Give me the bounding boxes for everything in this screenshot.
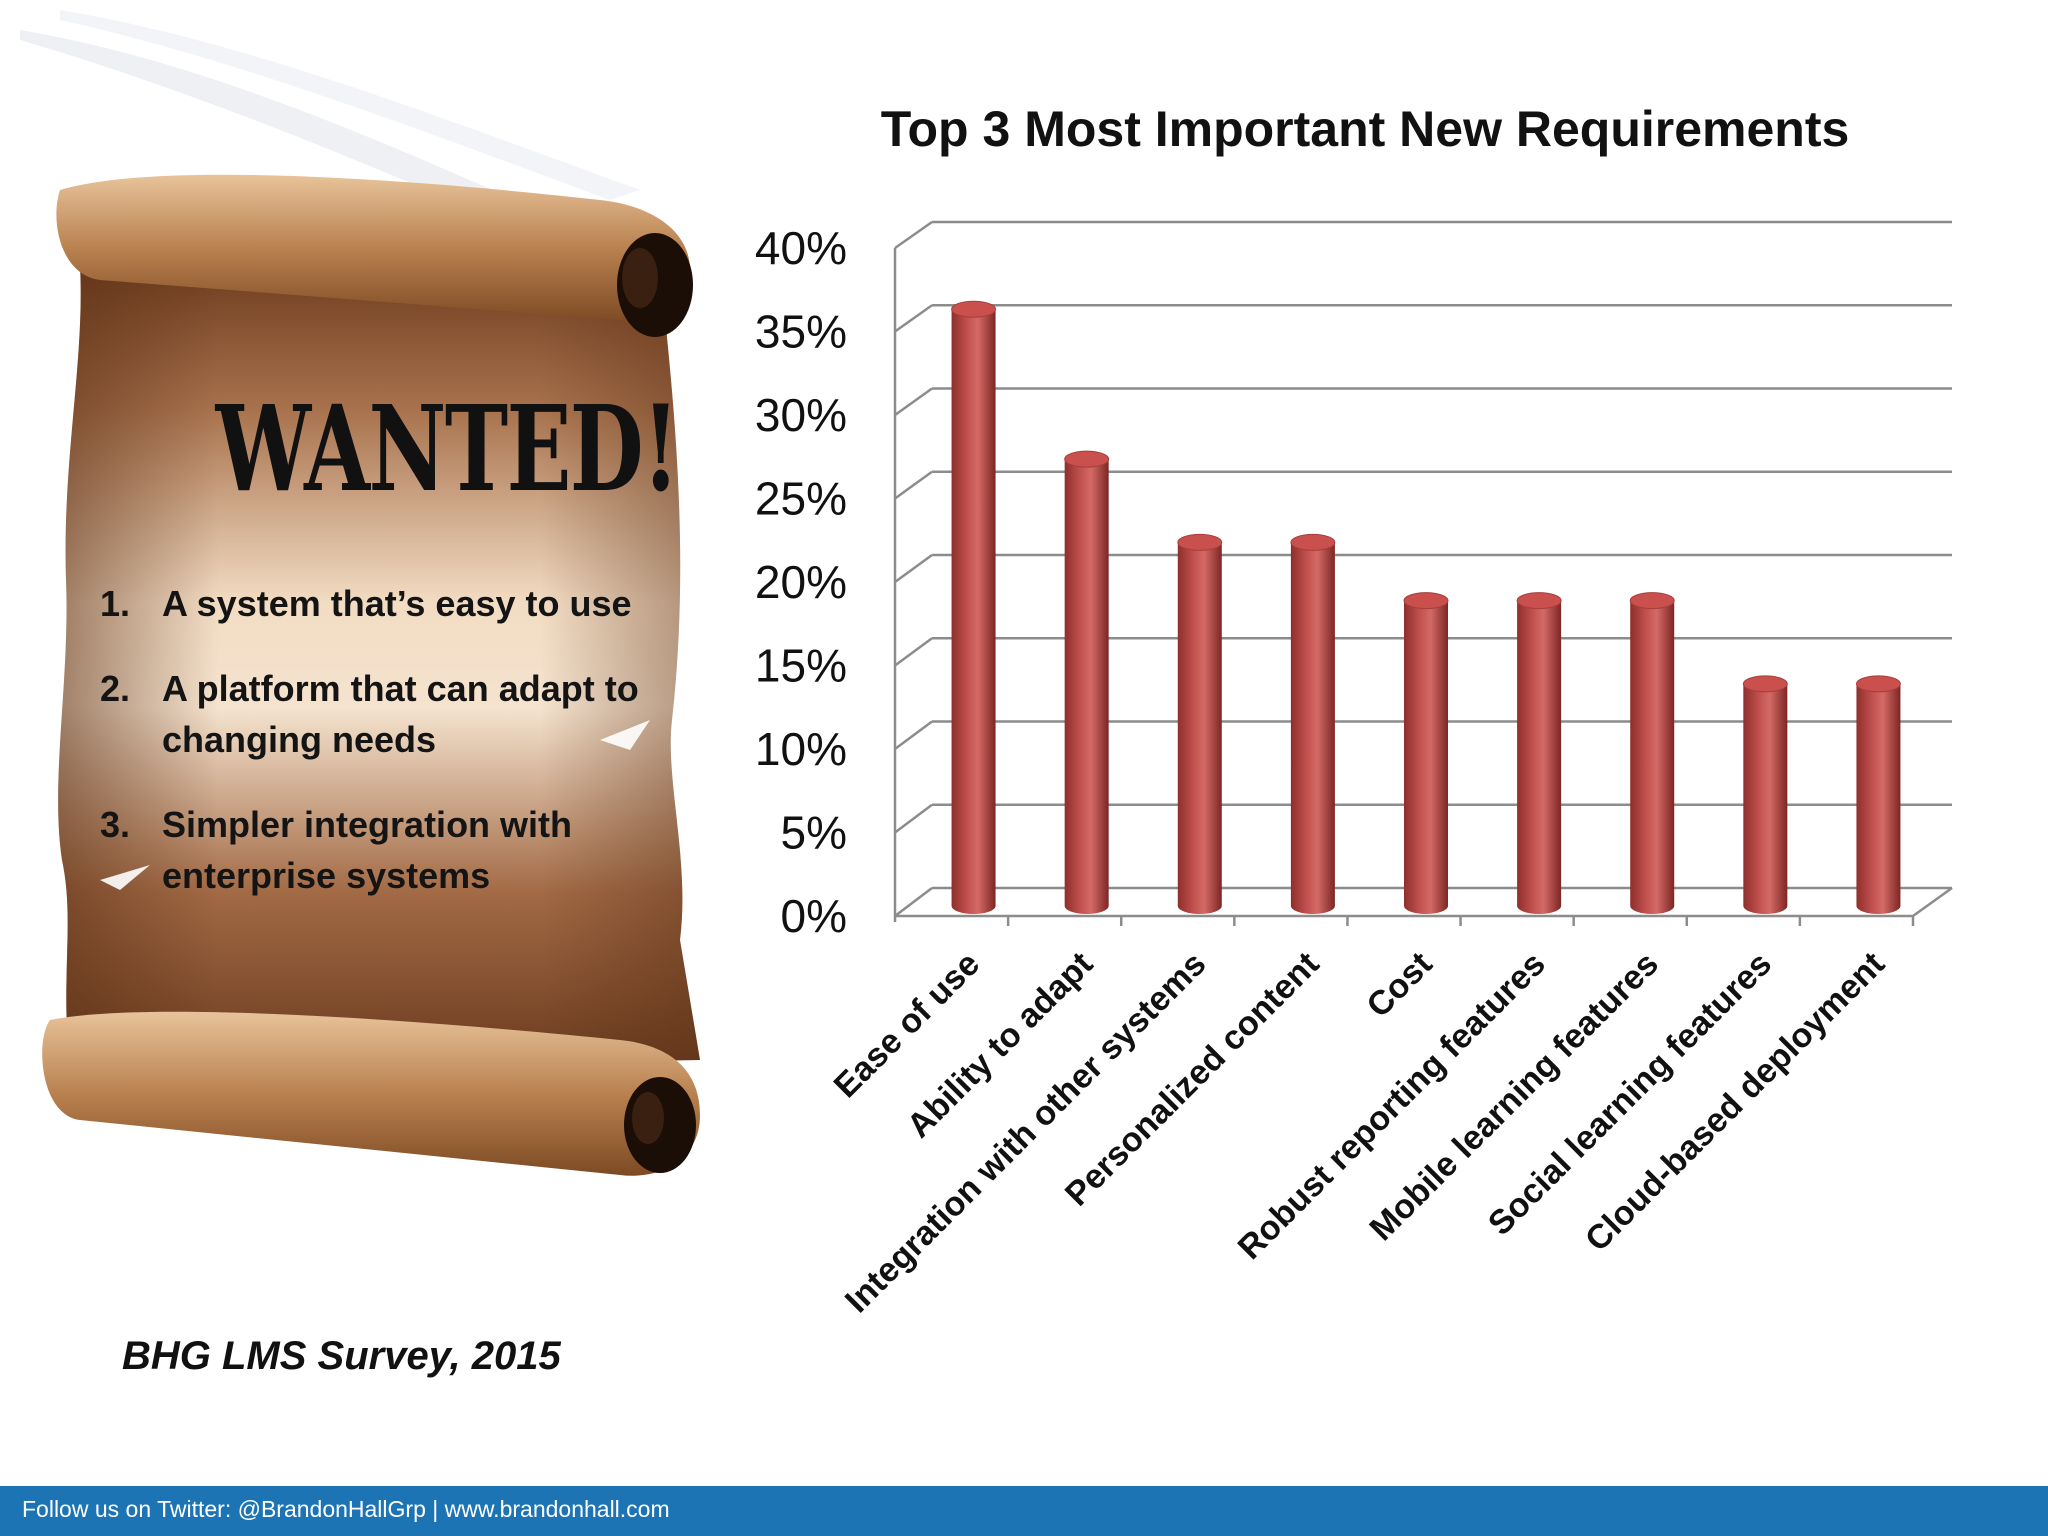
bar-top [1290,533,1336,551]
list-item: 1. A system that’s easy to use [100,578,700,629]
bar [1856,683,1901,914]
y-tick-label: 35% [755,306,847,358]
decorative-swoosh [20,10,640,230]
gridline-depth [894,637,933,667]
bar-top [951,300,997,318]
bar-top [1629,592,1675,610]
wanted-heading: WANTED! [215,379,680,518]
gridline-depth [894,387,933,417]
bar-top [1177,533,1223,551]
list-item-number: 2. [100,668,131,709]
bar [1404,600,1448,914]
requirements-list: 1. A system that’s easy to use 2. A plat… [100,578,700,935]
bar [1177,542,1222,914]
list-item: 2. A platform that can adapt to changing… [100,663,700,765]
gridline-depth [894,220,933,250]
gridline-depth [894,470,933,500]
bar [1064,459,1109,914]
list-item-number: 3. [100,804,131,845]
bar [1290,542,1335,914]
gridline-depth [894,304,933,333]
bar [1743,683,1788,914]
bar-top [1855,675,1901,693]
x-tick-label: Cost [1359,945,1439,1025]
y-tick-label: 5% [781,807,847,859]
list-item-number: 1. [100,583,131,624]
gridline-depth [894,553,933,584]
bar-chart: 0%5%10%15%20%25%30%35%40%Ease of useAbil… [755,220,1953,1320]
y-tick-label: 15% [755,640,847,692]
list-item: 3. Simpler integration with enterprise s… [100,799,700,901]
bar-top [1403,592,1449,610]
bar [1517,600,1562,914]
y-tick-label: 40% [755,222,847,274]
bar-top [1064,450,1110,468]
list-item-text: Simpler integration with enterprise syst… [162,804,573,896]
gridline-depth [894,887,933,917]
footer-text: Follow us on Twitter: @BrandonHallGrp | … [22,1496,670,1522]
y-tick-label: 20% [755,556,847,608]
gridline-depth [894,720,933,751]
list-item-text: A system that’s easy to use [162,583,632,624]
scroll-illustration [42,174,700,1176]
y-tick-label: 25% [755,473,847,525]
bar-top [1516,592,1562,610]
bar [1630,600,1675,914]
x-axis-depth [1912,886,1953,918]
y-tick-label: 0% [781,890,847,942]
chart-title: Top 3 Most Important New Requirements [880,101,1850,157]
gridline-depth [894,803,933,834]
bar [951,309,996,914]
bar-top [1742,675,1788,693]
source-note: BHG LMS Survey, 2015 [122,1334,561,1378]
y-tick-label: 30% [755,389,847,441]
y-tick-label: 10% [755,723,847,775]
footer-bar: Follow us on Twitter: @BrandonHallGrp | … [0,1486,2048,1536]
list-item-text: A platform that can adapt to changing ne… [162,668,639,760]
